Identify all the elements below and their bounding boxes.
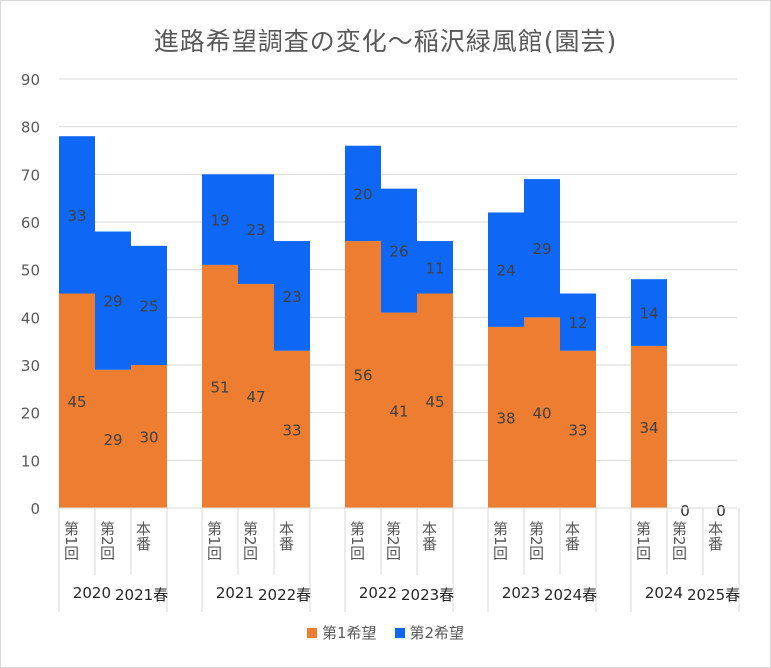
x-category-label: 本番 — [277, 521, 295, 551]
data-label-first-choice: 33 — [282, 421, 301, 439]
x-category-label: 第2回 — [384, 520, 402, 561]
y-tick-label: 60 — [21, 214, 40, 232]
x-category-label: 第2回 — [98, 520, 116, 561]
data-label-first-choice: 30 — [139, 429, 158, 447]
data-label-first-choice: 38 — [496, 409, 515, 427]
x-category-label: 第1回 — [634, 520, 652, 561]
x-category-label: 本番 — [420, 521, 438, 551]
y-tick-label: 40 — [21, 309, 40, 327]
data-label-second-choice: 20 — [353, 185, 372, 203]
legend-item-second-choice: 第2希望 — [394, 622, 465, 643]
bar-second-choice — [95, 231, 131, 370]
data-label-first-choice: 47 — [246, 388, 265, 406]
data-label-second-choice: 29 — [532, 240, 551, 258]
x-group-spring-label: 2023春 — [401, 586, 454, 604]
bar-first-choice — [345, 241, 381, 509]
data-label-first-choice: 34 — [639, 419, 658, 437]
bar-first-choice — [95, 369, 131, 508]
data-label-second-choice: 14 — [639, 305, 658, 323]
x-category-label: 第2回 — [670, 520, 688, 561]
legend-label-first-choice: 第1希望 — [321, 624, 377, 642]
data-label-first-choice: 29 — [103, 431, 122, 449]
x-group-spring-label: 2024春 — [544, 586, 597, 604]
data-label-second-choice: 33 — [67, 207, 86, 225]
data-label-second-choice: 26 — [389, 243, 408, 261]
x-group-spring-label: 2021春 — [115, 586, 168, 604]
y-tick-label: 30 — [21, 357, 40, 375]
x-category-label: 第1回 — [348, 520, 366, 561]
bar-second-choice — [488, 212, 524, 327]
x-category-label: 本番 — [134, 521, 152, 551]
bar-second-choice — [202, 174, 238, 265]
bar-first-choice — [381, 312, 417, 508]
data-label-first-choice: 45 — [425, 393, 444, 411]
y-tick-label: 70 — [21, 166, 40, 184]
data-label-second-choice: 25 — [139, 297, 158, 315]
bar-second-choice — [238, 174, 274, 284]
bar-second-choice — [59, 136, 95, 294]
legend: 第1希望 第2希望 — [0, 622, 771, 643]
legend-label-second-choice: 第2希望 — [409, 624, 465, 642]
bar-second-choice — [381, 188, 417, 313]
data-label-first-choice: 33 — [568, 421, 587, 439]
x-category-label: 第1回 — [491, 520, 509, 561]
x-group-label: 2022 — [359, 584, 397, 602]
legend-item-first-choice: 第1希望 — [306, 622, 377, 643]
x-category-label: 第1回 — [205, 520, 223, 561]
bar-first-choice — [524, 317, 560, 508]
bar-first-choice — [274, 350, 310, 508]
x-group-spring-label: 2022春 — [258, 586, 311, 604]
data-label-second-choice: 19 — [210, 212, 229, 230]
data-label-zero: 0 — [680, 502, 690, 520]
bar-second-choice — [417, 241, 453, 294]
x-group-label: 2024 — [645, 584, 683, 602]
data-label-second-choice: 24 — [496, 262, 515, 280]
data-label-second-choice: 23 — [246, 221, 265, 239]
x-category-label: 第1回 — [62, 520, 80, 561]
bar-second-choice — [274, 241, 310, 351]
bar-second-choice — [131, 245, 167, 365]
bar-first-choice — [202, 264, 238, 508]
bar-first-choice — [488, 326, 524, 508]
bar-second-choice — [631, 279, 667, 346]
bar-first-choice — [238, 283, 274, 508]
x-category-label: 第2回 — [241, 520, 259, 561]
legend-swatch-second-choice — [394, 627, 405, 638]
bar-first-choice — [631, 345, 667, 508]
bar-second-choice — [345, 145, 381, 242]
bar-first-choice — [417, 293, 453, 508]
data-label-first-choice: 51 — [210, 378, 229, 396]
bar-second-choice — [560, 293, 596, 351]
x-group-label: 2023 — [502, 584, 540, 602]
y-tick-label: 50 — [21, 262, 40, 280]
x-category-label: 第2回 — [527, 520, 545, 561]
x-category-label: 本番 — [563, 521, 581, 551]
data-label-first-choice: 40 — [532, 405, 551, 423]
data-label-zero: 0 — [716, 502, 726, 520]
y-tick-label: 20 — [21, 405, 40, 423]
y-tick-label: 90 — [21, 71, 40, 89]
data-label-second-choice: 29 — [103, 293, 122, 311]
data-label-first-choice: 56 — [353, 367, 372, 385]
chart-title: 進路希望調査の変化～稲沢緑風館(園芸) — [153, 27, 618, 56]
data-label-second-choice: 11 — [425, 259, 444, 277]
data-label-second-choice: 23 — [282, 288, 301, 306]
y-tick-label: 80 — [21, 119, 40, 137]
y-tick-label: 10 — [21, 452, 40, 470]
x-group-label: 2021 — [216, 584, 254, 602]
legend-swatch-first-choice — [306, 627, 317, 638]
x-category-label: 本番 — [706, 521, 724, 551]
data-label-first-choice: 45 — [67, 393, 86, 411]
bar-first-choice — [59, 293, 95, 508]
data-label-first-choice: 41 — [389, 402, 408, 420]
x-group-label: 2020 — [73, 584, 111, 602]
bar-first-choice — [131, 365, 167, 508]
data-label-second-choice: 12 — [568, 314, 587, 332]
bar-second-choice — [524, 179, 560, 318]
x-group-spring-label: 2025春 — [687, 586, 740, 604]
bar-first-choice — [560, 350, 596, 508]
y-tick-label: 0 — [30, 500, 40, 518]
